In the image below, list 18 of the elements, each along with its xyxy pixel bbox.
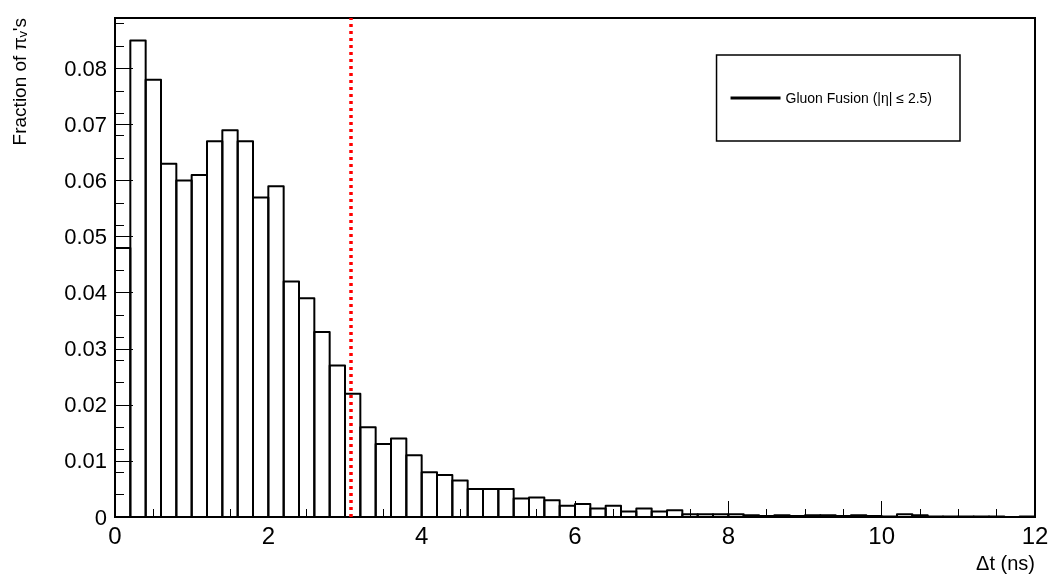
x-tick-label: 2 [261, 521, 276, 549]
x-tick-label: 10 [868, 521, 896, 549]
y-tick-label: 0.07 [64, 112, 107, 138]
y-tick-label: 0.02 [64, 392, 107, 418]
y-axis-title: Fraction of πᵥ's [9, 18, 30, 146]
x-axis-title: Δt (ns) [976, 552, 1035, 574]
legend-label: Gluon Fusion (|η| ≤ 2.5) [785, 90, 932, 106]
x-tick-label: 6 [568, 521, 582, 549]
y-tick-label: 0.06 [64, 168, 107, 194]
x-tick-label: 12 [1021, 521, 1049, 549]
y-tick-label: 0.03 [64, 336, 107, 362]
y-tick-label: 0.05 [64, 224, 107, 250]
x-tick-label: 8 [721, 521, 736, 549]
x-tick-label: 4 [414, 521, 429, 549]
y-tick-label: 0.01 [64, 448, 107, 474]
y-tick-label: 0.04 [64, 280, 107, 306]
y-tick-label: 0.08 [64, 55, 107, 81]
y-tick-label: 0 [94, 504, 107, 530]
